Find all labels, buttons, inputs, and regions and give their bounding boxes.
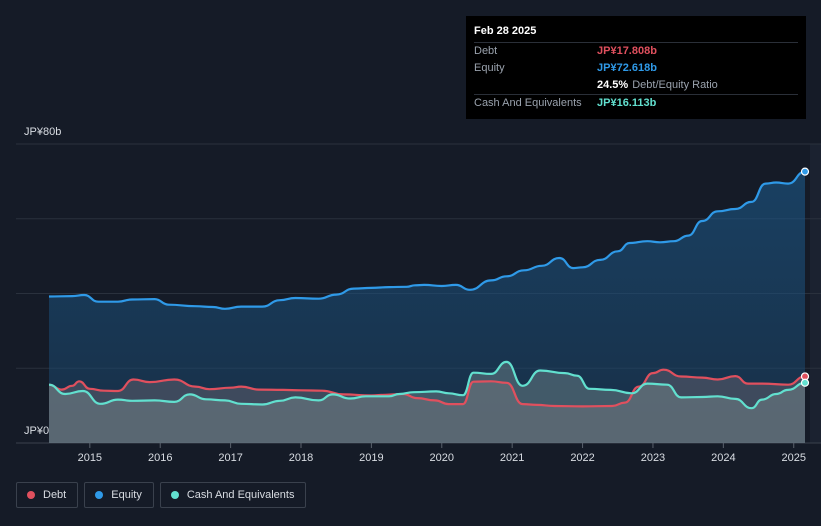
- legend-label: Cash And Equivalents: [186, 489, 295, 501]
- tooltip-row-equity: Equity JP¥72.618b: [474, 60, 798, 77]
- tooltip-label: Equity: [474, 62, 505, 74]
- x-tick-label-2018: 2018: [289, 452, 313, 464]
- tooltip-label: [474, 77, 597, 94]
- x-tick-label-2020: 2020: [430, 452, 454, 464]
- tooltip-date: Feb 28 2025: [474, 25, 537, 37]
- legend-item-equity[interactable]: Equity: [84, 482, 154, 508]
- x-tick-label-2021: 2021: [500, 452, 524, 464]
- legend-dot-icon: [170, 491, 179, 499]
- tooltip-value-debt: JP¥17.808b: [597, 45, 657, 57]
- tooltip-label: Cash And Equivalents: [474, 97, 582, 109]
- chart-legend: Debt Equity Cash And Equivalents: [16, 482, 307, 508]
- y-tick-label-top: JP¥80b: [24, 126, 62, 138]
- legend-dot-icon: [95, 491, 104, 499]
- tooltip-value-cash: JP¥16.113b: [597, 97, 657, 109]
- x-tick-label-2016: 2016: [148, 452, 172, 464]
- line-equity: [48, 170, 806, 310]
- area-cash-and-equivalents: [49, 361, 805, 443]
- line-debt: [48, 368, 806, 408]
- series-lines: [48, 170, 806, 410]
- tooltip-ratio-label: Debt/Equity Ratio: [632, 79, 718, 91]
- x-tick-label-2022: 2022: [570, 452, 594, 464]
- y-tick-label-bottom: JP¥0: [24, 425, 50, 437]
- x-tick-label-2025: 2025: [781, 452, 805, 464]
- x-tick-label-2017: 2017: [218, 452, 242, 464]
- end-point-cash-and-equivalents: [800, 378, 810, 387]
- tooltip-label: Debt: [474, 45, 498, 57]
- x-axis: 2015 2016 2017 2018 2019 2020 2021 2022 2023 2024…: [78, 443, 806, 464]
- legend-item-cash[interactable]: Cash And Equivalents: [159, 482, 307, 508]
- x-tick-label-2015: 2015: [78, 452, 102, 464]
- series-areas: [49, 171, 805, 443]
- legend-item-debt[interactable]: Debt: [16, 482, 79, 508]
- tooltip-row-cash: Cash And Equivalents JP¥16.113b: [474, 94, 798, 112]
- end-point-equity: [800, 167, 810, 176]
- tooltip-row-ratio: 24.5% Debt/Equity Ratio: [474, 77, 798, 94]
- tooltip-value-equity: JP¥72.618b: [597, 62, 657, 74]
- legend-label: Debt: [43, 489, 67, 501]
- hover-tooltip: Feb 28 2025 Debt JP¥17.808b Equity JP¥72…: [466, 16, 806, 119]
- line-cash-and-equivalents: [48, 360, 806, 410]
- x-tick-label-2023: 2023: [641, 452, 665, 464]
- area-equity: [49, 171, 805, 443]
- tooltip-value-ratio: 24.5%: [597, 79, 629, 91]
- series-end-markers: [800, 167, 810, 387]
- x-tick-label-2019: 2019: [359, 452, 383, 464]
- legend-dot-icon: [27, 491, 35, 499]
- legend-label: Equity: [111, 489, 142, 501]
- tooltip-row-debt: Debt JP¥17.808b: [474, 42, 798, 60]
- x-tick-label-2024: 2024: [711, 452, 735, 464]
- area-debt: [49, 369, 805, 443]
